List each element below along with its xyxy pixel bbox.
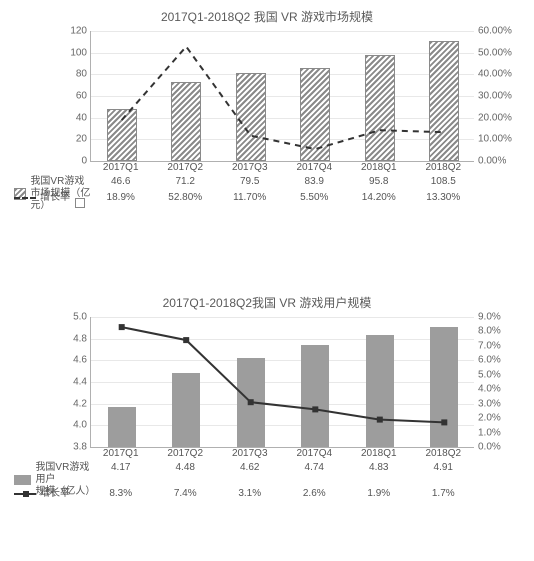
ytick-right: 5.0% [474, 369, 501, 380]
ytick-left: 4.4 [73, 377, 91, 388]
x-category: 2018Q1 [361, 448, 397, 459]
ytick-right: 7.0% [474, 340, 501, 351]
x-category: 2018Q2 [425, 448, 461, 459]
data-cell: 8.3% [109, 488, 132, 499]
ytick-right: 0.00% [474, 156, 506, 167]
x-category: 2017Q3 [232, 162, 268, 173]
x-category: 2017Q4 [296, 448, 332, 459]
chart-market-size: 2017Q1-2018Q2 我国 VR 游戏市场规模 0204060801001… [0, 4, 534, 208]
x-category: 2017Q2 [167, 162, 203, 173]
ytick-left: 4.8 [73, 333, 91, 344]
ytick-left: 4.0 [73, 420, 91, 431]
x-category: 2017Q2 [167, 448, 203, 459]
line-swatch-icon [14, 489, 36, 499]
x-category: 2018Q1 [361, 162, 397, 173]
ytick-left: 40 [76, 112, 91, 123]
chart1-plot: 0204060801001200.00%10.00%20.00%30.00%40… [90, 31, 474, 162]
data-cell: 13.30% [426, 192, 460, 203]
x-category: 2017Q1 [103, 162, 139, 173]
ytick-right: 8.0% [474, 326, 501, 337]
data-cell: 108.5 [431, 176, 456, 187]
ytick-left: 4.2 [73, 398, 91, 409]
ytick-left: 4.6 [73, 355, 91, 366]
x-category: 2017Q3 [232, 448, 268, 459]
x-category: 2017Q1 [103, 448, 139, 459]
chart-user-size: 2017Q1-2018Q2我国 VR 游戏用户规模 3.84.04.24.44.… [0, 290, 534, 504]
ytick-left: 80 [76, 69, 91, 80]
x-category: 2018Q2 [425, 162, 461, 173]
ytick-right: 50.00% [474, 47, 512, 58]
ytick-left: 120 [70, 26, 91, 37]
ytick-left: 60 [76, 91, 91, 102]
data-cell: 46.6 [111, 176, 130, 187]
chart2-xlabels: 2017Q1 2017Q2 2017Q3 2017Q4 2018Q1 2018Q2 [90, 448, 474, 462]
page: 2017Q1-2018Q2 我国 VR 游戏市场规模 0204060801001… [0, 0, 534, 561]
data-cell: 14.20% [362, 192, 396, 203]
ytick-left: 5.0 [73, 312, 91, 323]
ytick-right: 60.00% [474, 26, 512, 37]
data-cell: 4.91 [434, 462, 453, 473]
ytick-right: 40.00% [474, 69, 512, 80]
data-cell: 4.62 [240, 462, 259, 473]
chart2-data-table: 我国VR游戏用户规模（亿人）4.174.484.624.744.834.91增长… [14, 462, 474, 504]
ytick-left: 3.8 [73, 442, 91, 453]
ytick-right: 4.0% [474, 384, 501, 395]
ytick-right: 3.0% [474, 398, 501, 409]
ytick-right: 2.0% [474, 413, 501, 424]
ytick-right: 20.00% [474, 112, 512, 123]
data-cell: 18.9% [107, 192, 135, 203]
data-cell: 52.80% [168, 192, 202, 203]
data-cell: 3.1% [238, 488, 261, 499]
data-cell: 5.50% [300, 192, 328, 203]
x-category: 2017Q4 [296, 162, 332, 173]
data-cell: 4.17 [111, 462, 130, 473]
data-cell: 4.83 [369, 462, 388, 473]
legend-label: 增长率 [14, 488, 94, 500]
chart2-plot: 3.84.04.24.44.64.85.00.0%1.0%2.0%3.0%4.0… [90, 317, 474, 448]
ytick-left: 20 [76, 134, 91, 145]
ytick-right: 1.0% [474, 427, 501, 438]
data-cell: 83.9 [305, 176, 324, 187]
ytick-right: 9.0% [474, 312, 501, 323]
data-cell: 1.7% [432, 488, 455, 499]
dash-swatch-icon [14, 193, 36, 203]
data-cell: 95.8 [369, 176, 388, 187]
data-cell: 11.70% [233, 192, 266, 203]
data-cell: 4.48 [175, 462, 194, 473]
chart1-xlabels: 2017Q1 2017Q2 2017Q3 2017Q4 2018Q1 2018Q2 [90, 162, 474, 176]
data-cell: 71.2 [175, 176, 194, 187]
ytick-left: 100 [70, 47, 91, 58]
data-cell: 2.6% [303, 488, 326, 499]
data-cell: 79.5 [240, 176, 259, 187]
solid-swatch-icon [14, 475, 31, 485]
ytick-right: 6.0% [474, 355, 501, 366]
chart2-line [91, 317, 475, 447]
ytick-right: 0.0% [474, 442, 501, 453]
chart1-data-table: 我国VR游戏市场规模（亿元）46.671.279.583.995.8108.5增… [14, 176, 474, 208]
chart1-line [91, 31, 475, 161]
ytick-right: 10.00% [474, 134, 512, 145]
data-cell: 7.4% [174, 488, 197, 499]
ytick-right: 30.00% [474, 91, 512, 102]
data-cell: 1.9% [367, 488, 390, 499]
data-cell: 4.74 [305, 462, 324, 473]
legend-label: 增长率 [14, 192, 94, 204]
